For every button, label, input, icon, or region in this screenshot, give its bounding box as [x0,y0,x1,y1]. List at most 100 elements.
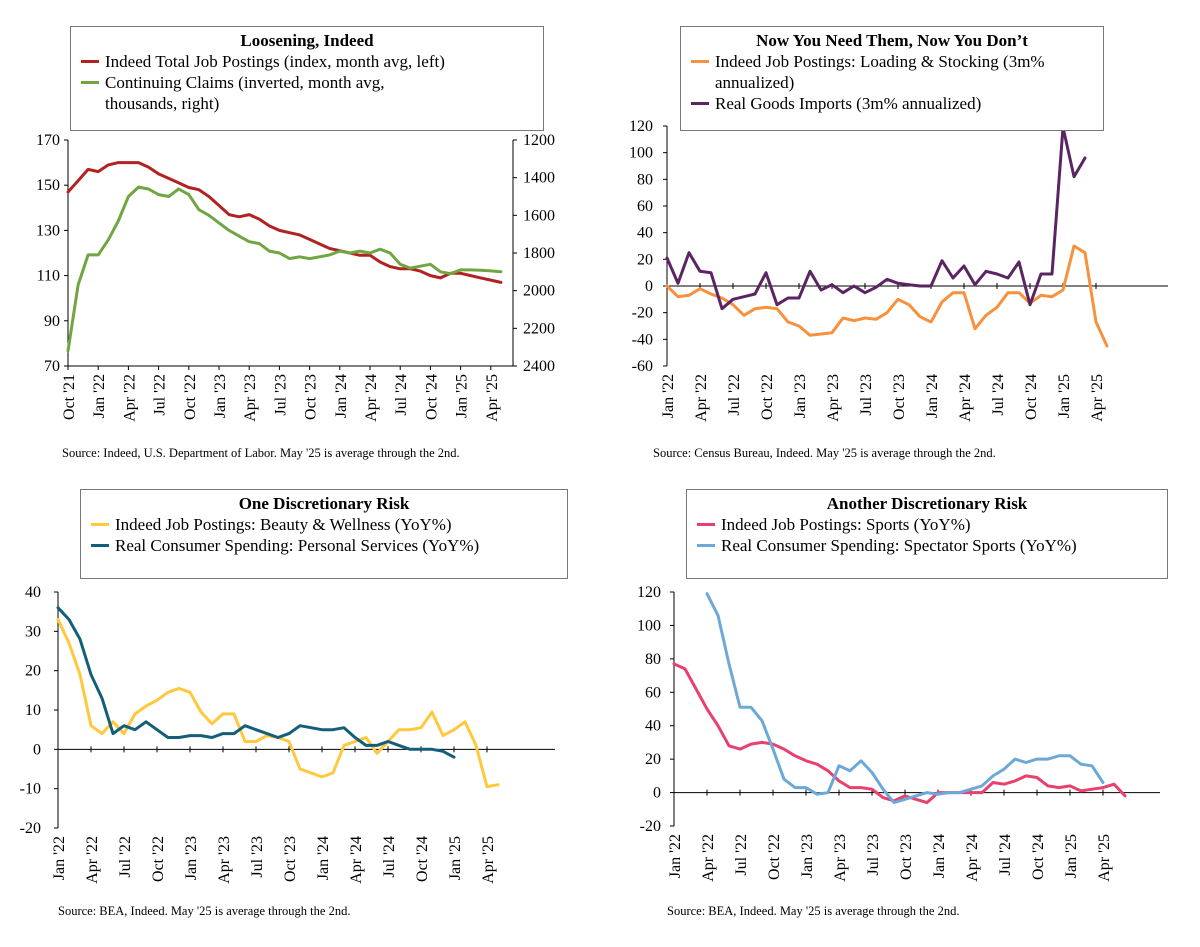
y-tick-label: 150 [36,177,60,194]
x-tick-label: Oct '23 [303,374,320,420]
source-1: Source: Indeed, U.S. Department of Labor… [62,446,460,460]
legend-1-item-2: Continuing Claims (inverted, month avg, … [79,72,535,114]
y-tick-label: 70 [44,358,60,375]
x-tick-label: Jul '22 [117,836,134,878]
x-tick-label: Oct '24 [1030,834,1047,880]
legend-3-swatch-2 [91,544,109,547]
series-line-2 [705,592,1105,805]
x-tick-label: Apr '22 [700,834,717,882]
y-tick-label: 80 [645,651,661,668]
legend-4: Another Discretionary Risk Indeed Job Po… [686,489,1168,579]
x-tick-label: Jul '24 [393,374,410,416]
legend-4-swatch-1 [697,523,715,526]
x-tick-label: Jan '24 [931,834,948,878]
x-tick-label: Apr '24 [363,374,380,422]
x-tick-label: Oct '22 [150,836,167,882]
legend-4-item-1: Indeed Job Postings: Sports (YoY%) [695,514,1159,535]
x-tick-label: Oct '23 [891,374,908,420]
x-tick-label: Jul '24 [381,836,398,878]
x-tick-label: Oct '24 [423,374,440,420]
x-tick-label: Apr '24 [957,374,974,422]
x-tick-label: Apr '24 [348,836,365,884]
x-tick-label: Jan '25 [1056,374,1073,418]
x-tick-label: Jul '24 [997,834,1014,876]
y-tick-label: 60 [637,198,653,215]
y-tick-label: 110 [37,268,60,285]
legend-3-label-2: Real Consumer Spending: Personal Service… [115,536,480,555]
x-tick-label: Jan '22 [667,834,684,878]
legend-1-label-2: Continuing Claims (inverted, month avg, … [105,73,385,113]
y-tick-label: -20 [640,818,661,835]
y-tick-label: -10 [20,781,41,798]
y-right-tick-label: 2400 [523,358,555,375]
y-right-tick-label: 2000 [523,283,555,300]
series-line-1 [66,161,503,284]
legend-3-item-1: Indeed Job Postings: Beauty & Wellness (… [89,514,559,535]
x-tick-label: Oct '24 [414,836,431,882]
y-tick-label: 10 [25,702,41,719]
chart-1-title: Loosening, Indeed [240,31,374,50]
x-tick-label: Apr '22 [84,836,101,884]
x-tick-label: Oct '23 [282,836,299,882]
legend-2-swatch-1 [691,60,709,63]
x-tick-label: Apr '25 [480,836,497,884]
x-tick-label: Oct '23 [898,834,915,880]
legend-2-item-2: Real Goods Imports (3m% annualized) [689,93,1095,114]
x-tick-label: Apr '22 [121,374,138,422]
y-right-tick-label: 1600 [523,207,555,224]
x-tick-label: Apr '23 [216,836,233,884]
x-tick-label: Oct '22 [182,374,199,420]
series-line-1 [56,618,500,789]
chart-4-plot: -20 0 20 40 60 80 100 120 Jan '22 Apr '22 Jul '22 O… [637,584,1160,882]
legend-2-label-1: Indeed Job Postings: Loading & Stocking … [715,52,1045,92]
x-tick-label: Jan '22 [51,836,68,880]
source-4: Source: BEA, Indeed. May '25 is average … [667,904,960,918]
x-tick-label: Apr '25 [1096,834,1113,882]
series-line-2 [66,185,503,353]
y-tick-label: 130 [36,222,60,239]
legend-3-item-2: Real Consumer Spending: Personal Service… [89,535,559,556]
y-tick-label: 20 [637,251,653,268]
y-right-tick-label: 1400 [523,170,555,187]
source-2: Source: Census Bureau, Indeed. May '25 i… [653,446,996,460]
y-right-tick-label: 1800 [523,245,555,262]
x-tick-label: Jan '24 [333,374,350,418]
x-tick-label: Jul '22 [733,834,750,876]
x-tick-label: Jan '25 [1063,834,1080,878]
y-tick-label: 100 [629,145,653,162]
x-tick-label: Oct '24 [1023,374,1040,420]
x-tick-label: Apr '25 [484,374,501,422]
x-tick-label: Apr '23 [242,374,259,422]
legend-4-label-2: Real Consumer Spending: Spectator Sports… [721,536,1077,555]
series-line-1 [672,662,1127,805]
y-tick-label: 100 [637,617,661,634]
legend-3-label-1: Indeed Job Postings: Beauty & Wellness (… [115,515,452,534]
legend-4-label-1: Indeed Job Postings: Sports (YoY%) [721,515,971,534]
legend-4-item-2: Real Consumer Spending: Spectator Sports… [695,535,1159,556]
legend-1: Loosening, Indeed Indeed Total Job Posti… [70,26,544,131]
y-tick-label: 80 [637,171,653,188]
x-tick-label: Jan '23 [183,836,200,880]
x-tick-label: Oct '21 [61,374,78,420]
x-tick-label: Oct '22 [759,374,776,420]
legend-2-item-1: Indeed Job Postings: Loading & Stocking … [689,51,1095,93]
y-tick-label: 20 [645,751,661,768]
chart-2-plot: -60 -40 -20 0 20 40 60 80 100 120 Jan '22 Apr '22 Ju… [629,118,1168,422]
y-tick-label: -40 [632,331,653,348]
x-tick-label: Apr '25 [1089,374,1106,422]
x-tick-label: Jul '23 [858,374,875,416]
y-tick-label: 0 [33,741,41,758]
x-tick-label: Jan '24 [315,836,332,880]
x-tick-label: Jul '23 [865,834,882,876]
x-tick-label: Jul '22 [726,374,743,416]
x-tick-label: Jul '23 [249,836,266,878]
y-tick-label: 90 [44,313,60,330]
x-tick-label: Jul '22 [152,374,169,416]
legend-1-swatch-1 [81,60,99,63]
y-tick-label: 120 [637,584,661,601]
chart-one-discretionary-risk: -20 -10 0 10 20 30 40 Jan '22 Apr '22 Jul '22 Oct … [0,475,600,947]
y-tick-label: -20 [20,820,41,837]
y-tick-label: 40 [637,225,653,242]
chart-3-title: One Discretionary Risk [238,494,410,513]
x-tick-label: Jan '23 [792,374,809,418]
